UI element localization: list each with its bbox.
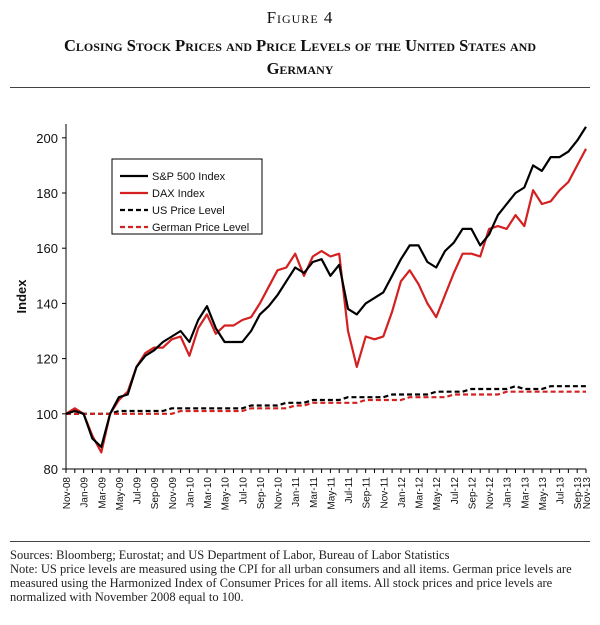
- x-tick-label: Jan-11: [291, 477, 302, 507]
- x-tick-label: Jan-10: [185, 477, 196, 508]
- y-tick-label: 160: [36, 241, 58, 256]
- x-tick-label: Nov-11: [379, 477, 390, 509]
- figure-title: Closing Stock Prices and Price Levels of…: [63, 36, 537, 78]
- x-tick-label: Nov-13: [582, 477, 593, 510]
- x-tick-label: Jul-11: [344, 477, 355, 504]
- x-tick-label: Jan-09: [80, 477, 91, 508]
- x-tick-label: Jan-12: [397, 477, 408, 508]
- x-tick-label: Mar-11: [309, 477, 320, 508]
- figure-notes: Sources: Bloomberg; Eurostat; and US Dep…: [10, 548, 592, 604]
- top-rule: [10, 87, 590, 88]
- x-tick-label: Nov-10: [274, 477, 285, 510]
- y-axis-title: Index: [14, 279, 29, 314]
- x-tick-label: Nov-12: [485, 477, 496, 510]
- legend-box: [111, 158, 263, 235]
- legend-label: S&P 500 Index: [152, 171, 226, 183]
- y-tick-label: 140: [36, 296, 58, 311]
- series-line-us-price-level: [66, 385, 586, 415]
- x-tick-label: Jul-09: [133, 477, 144, 505]
- x-tick-label: Mar-13: [520, 477, 531, 509]
- x-tick-label: Sep-09: [150, 477, 161, 510]
- x-tick-label: May-12: [432, 477, 443, 511]
- series-line-dax-index: [65, 148, 587, 454]
- legend-label: German Price Level: [152, 222, 249, 234]
- x-tick-label: Mar-09: [97, 477, 108, 509]
- x-tick-label: Jan-13: [503, 477, 514, 508]
- x-tick-label: Sep-11: [362, 477, 373, 509]
- x-tick-label: Nov-08: [62, 477, 73, 510]
- x-tick-label: Jul-10: [238, 477, 249, 505]
- x-tick-label: Jul-13: [556, 477, 567, 505]
- line-chart: 80 100 120 140 160 180 200 Index Nov-08 Jan-09 Mar…: [14, 124, 593, 511]
- x-tick-label: Sep-10: [256, 477, 267, 510]
- x-tick-label: May-11: [326, 477, 337, 510]
- series-line-s-p-500-index: [65, 126, 587, 448]
- bottom-rule: [10, 541, 590, 542]
- y-tick-label: 100: [36, 407, 58, 422]
- x-tick-label: Mar-10: [203, 477, 214, 509]
- x-tick-label: Jul-12: [450, 477, 461, 505]
- figure-label: Figure 4: [266, 8, 334, 27]
- legend: S&P 500 Index DAX Index US Price Level Germ…: [111, 158, 263, 235]
- y-tick-label: 200: [36, 131, 58, 146]
- y-tick-label: 180: [36, 186, 58, 201]
- series-line-german-price-level: [66, 390, 586, 415]
- x-tick-label: May-13: [538, 477, 549, 511]
- x-tick-label: Mar-12: [415, 477, 426, 509]
- legend-label: US Price Level: [152, 205, 225, 217]
- legend-label: DAX Index: [152, 188, 205, 200]
- y-tick-label: 120: [36, 352, 58, 367]
- x-tick-label: Sep-12: [467, 477, 478, 510]
- x-tick-label: Sep-13: [573, 477, 584, 510]
- x-tick-label: May-10: [221, 477, 232, 511]
- x-tick-label: Nov-09: [168, 477, 179, 510]
- note-text: Note: US price levels are measured using…: [10, 562, 572, 604]
- y-tick-label: 80: [44, 462, 58, 477]
- sources-text: Sources: Bloomberg; Eurostat; and US Dep…: [10, 548, 450, 562]
- x-tick-label: May-09: [115, 477, 126, 511]
